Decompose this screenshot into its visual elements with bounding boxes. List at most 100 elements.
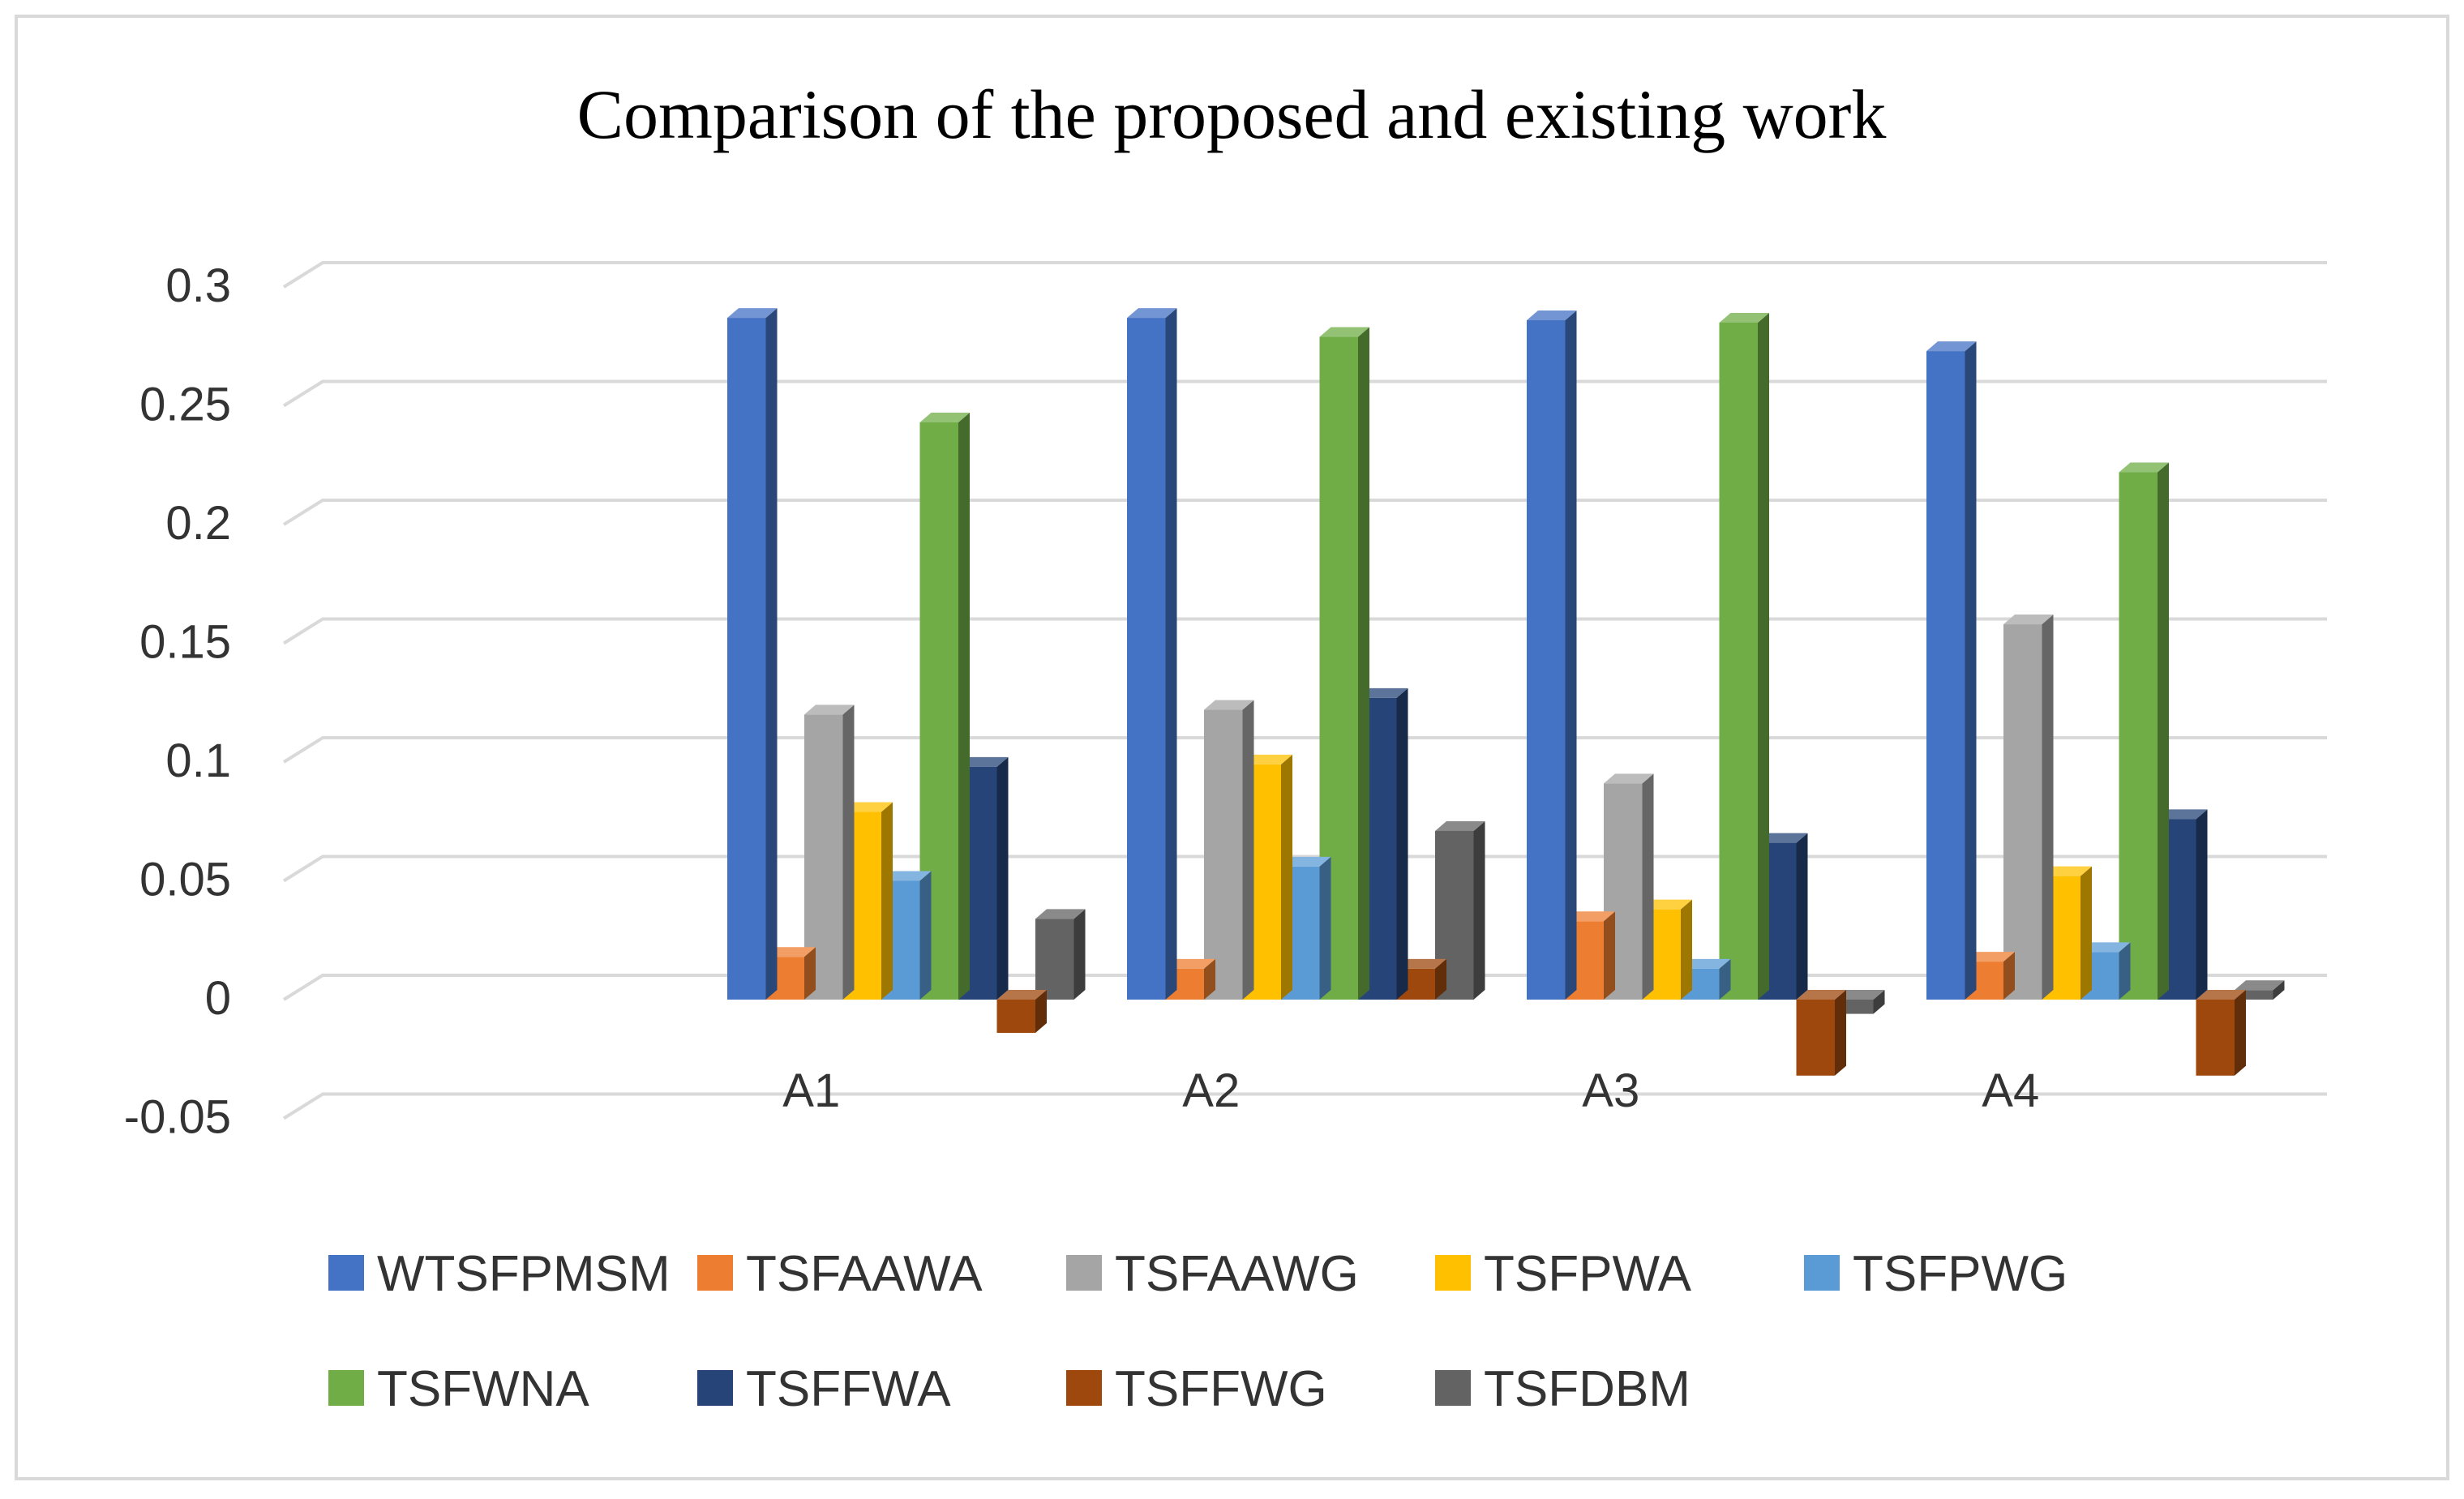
y-tick-label: 0.15 xyxy=(139,616,231,669)
bar-top xyxy=(2196,990,2246,1000)
legend-item: TSFAAWA xyxy=(697,1246,983,1302)
bar-top xyxy=(2042,866,2092,876)
gridline xyxy=(282,736,2327,764)
bar-top xyxy=(1204,700,1254,710)
bar-top xyxy=(1358,687,1408,698)
bar xyxy=(2119,462,2169,1000)
bar-side xyxy=(996,756,1009,1000)
legend-swatch xyxy=(328,1255,364,1291)
bars xyxy=(727,308,2285,1076)
bar-front xyxy=(2196,1000,2235,1076)
bar-front xyxy=(1796,1000,1835,1076)
legend-swatch xyxy=(328,1370,364,1406)
legend-swatch xyxy=(1435,1370,1471,1406)
bar-side xyxy=(1796,833,1808,1000)
gridline xyxy=(282,854,2327,883)
legend-label: TSFFWG xyxy=(1115,1361,1327,1417)
legend-item: TSFFWA xyxy=(697,1361,951,1417)
legend-swatch xyxy=(1435,1255,1471,1291)
y-tick-label: 0.2 xyxy=(165,497,231,550)
bar-top xyxy=(1642,899,1692,910)
bar-side xyxy=(2235,990,2246,1076)
bar-top xyxy=(1796,990,1846,1000)
bar xyxy=(2235,980,2285,1000)
chart-title: Comparison of the proposed and existing … xyxy=(577,75,1887,153)
y-tick-label: 0.25 xyxy=(139,379,231,431)
legend-label: WTSFPMSM xyxy=(377,1246,671,1302)
y-tick-label: 0 xyxy=(205,972,231,1025)
bar-top xyxy=(996,990,1047,1000)
bar-side xyxy=(1681,899,1692,1000)
bar xyxy=(1319,327,1369,1000)
bar-side xyxy=(1435,958,1446,1000)
bar-side xyxy=(1073,909,1086,1000)
legend-label: TSFFWA xyxy=(746,1361,951,1417)
bar-side xyxy=(1358,327,1369,1000)
bar-side xyxy=(1565,311,1577,1000)
bar xyxy=(1719,312,1769,1000)
bar-top xyxy=(804,705,855,715)
bar-top xyxy=(842,802,893,812)
gridline xyxy=(282,617,2327,645)
bar-side xyxy=(1319,856,1331,1000)
bar-side xyxy=(804,947,816,1000)
bar-top xyxy=(881,871,932,881)
legend-label: TSFPWA xyxy=(1484,1246,1692,1302)
bar-front xyxy=(1926,351,1965,1000)
bar-top xyxy=(1681,958,1731,969)
bar xyxy=(1796,990,1846,1076)
bar-side xyxy=(765,308,778,1000)
bar-side xyxy=(842,705,855,1000)
bar xyxy=(727,308,778,1000)
y-tick-label: 0.1 xyxy=(165,735,231,787)
bar xyxy=(1035,909,1086,1000)
legend-label: TSFAAWG xyxy=(1115,1246,1359,1302)
bar xyxy=(996,990,1047,1034)
bar-top xyxy=(1242,754,1292,764)
bar-top xyxy=(1396,958,1446,969)
bar xyxy=(2003,615,2054,1000)
bar-side xyxy=(2080,866,2092,1000)
legend-item: WTSFPMSM xyxy=(328,1246,671,1302)
bar-side xyxy=(1604,911,1615,1000)
bar-side xyxy=(1965,341,1977,1000)
bar-side xyxy=(919,871,932,1000)
legend-swatch xyxy=(1804,1255,1840,1291)
y-axis-ticks: 0.3 0.25 0.2 0.15 0.1 0.05 0 -0.05 xyxy=(124,259,231,1144)
bar-top xyxy=(1035,909,1086,919)
bar-side xyxy=(1281,754,1292,1000)
legend-swatch xyxy=(697,1255,733,1291)
bar-top xyxy=(1527,311,1577,321)
bar-top xyxy=(2158,809,2208,820)
bar-top xyxy=(2119,462,2169,473)
bar-top xyxy=(2235,980,2285,991)
bar-front xyxy=(996,1000,1035,1034)
bar-front xyxy=(1035,919,1074,1000)
bar-side xyxy=(2003,952,2015,1000)
bar-top xyxy=(1835,990,1885,1000)
bar-top xyxy=(1965,952,2015,962)
bar-side xyxy=(1204,958,1215,1000)
bar-side xyxy=(958,413,970,1000)
bar-side xyxy=(1873,990,1885,1014)
legend-label: TSFAAWA xyxy=(746,1246,983,1302)
legend: WTSFPMSM TSFAAWA TSFAAWG TSFPWA TSFPWG TSFWNA… xyxy=(328,1246,2068,1417)
x-category-label: A3 xyxy=(1582,1064,1639,1117)
legend-label: TSFDBM xyxy=(1484,1361,1691,1417)
bar-side xyxy=(1473,820,1485,1000)
bar-top xyxy=(765,947,816,957)
bar xyxy=(1527,311,1577,1000)
legend-item: TSFDBM xyxy=(1435,1361,1691,1417)
bar-front xyxy=(1719,322,1758,1000)
bar xyxy=(1926,341,1977,1000)
bar-front xyxy=(1204,709,1243,1000)
legend-label: TSFWNA xyxy=(377,1361,589,1417)
bar-top xyxy=(727,308,778,319)
bar-side xyxy=(1719,958,1731,1000)
bar-side xyxy=(1035,990,1047,1034)
gridline xyxy=(282,1092,2327,1120)
bar-top xyxy=(2080,942,2131,953)
bar-top xyxy=(1565,911,1615,922)
